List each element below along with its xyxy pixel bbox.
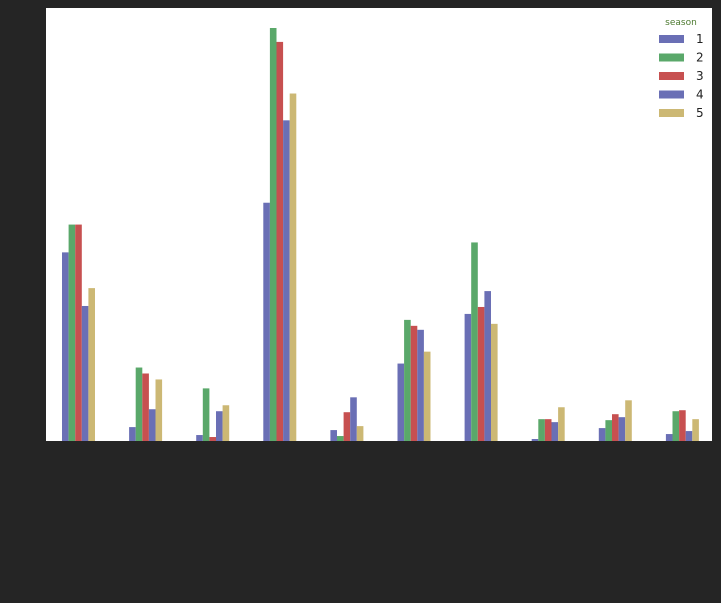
bar-season-4-group-3 <box>216 411 223 441</box>
bar-season-2-group-10 <box>672 411 680 441</box>
legend-swatch-4 <box>659 90 684 99</box>
bar-season-3-group-3 <box>209 437 216 441</box>
bar-season-1-group-1 <box>62 252 69 441</box>
legend-label-5: 5 <box>696 106 704 120</box>
bar-season-5-group-6 <box>423 351 431 441</box>
bar-season-3-group-5 <box>343 412 351 441</box>
bar-season-2-group-1 <box>68 224 76 441</box>
bar-season-5-group-5 <box>356 426 364 441</box>
bar-season-1-group-5 <box>330 430 337 441</box>
bar-season-4-group-4 <box>283 120 290 441</box>
legend-label-3: 3 <box>696 69 704 83</box>
bar-season-2-group-3 <box>202 388 210 441</box>
bar-season-2-group-4 <box>269 28 277 441</box>
bar-season-3-group-6 <box>410 325 418 441</box>
bar-season-4-group-6 <box>417 329 424 441</box>
bar-season-4-group-10 <box>685 431 693 441</box>
legend-swatch-3 <box>659 72 684 80</box>
legend-swatch-1 <box>659 35 684 43</box>
bar-season-2-group-9 <box>605 420 612 441</box>
bar-season-3-group-2 <box>142 373 149 441</box>
bar-season-3-group-8 <box>544 419 552 441</box>
legend-label-1: 1 <box>696 32 704 46</box>
legend-label-4: 4 <box>696 88 704 102</box>
legend-swatch-2 <box>659 53 684 62</box>
bar-season-5-group-1 <box>88 288 95 441</box>
bar-season-2-group-5 <box>337 436 344 441</box>
bar-season-4-group-7 <box>484 291 491 441</box>
bar-season-3-group-7 <box>477 306 485 441</box>
bar-season-1-group-4 <box>263 202 270 441</box>
bar-season-2-group-6 <box>404 319 411 441</box>
bar-season-4-group-5 <box>350 397 357 441</box>
bar-season-5-group-3 <box>222 405 230 441</box>
bar-season-3-group-10 <box>679 410 686 441</box>
bar-season-3-group-9 <box>612 414 619 441</box>
bar-season-4-group-9 <box>618 417 626 441</box>
bar-season-4-group-1 <box>81 305 89 441</box>
bar-season-5-group-10 <box>692 419 699 441</box>
bar-season-5-group-4 <box>289 93 297 442</box>
plot-area <box>46 8 712 441</box>
bar-season-3-group-4 <box>276 41 284 442</box>
bar-season-1-group-8 <box>531 439 539 441</box>
legend-title: season <box>665 18 697 28</box>
bar-season-5-group-2 <box>155 379 163 441</box>
legend-label-2: 2 <box>696 51 704 65</box>
bar-season-1-group-6 <box>397 363 405 441</box>
bar-season-2-group-8 <box>538 419 545 441</box>
bar-season-1-group-2 <box>129 427 136 441</box>
legend: season 1 2 3 4 5 <box>659 18 704 120</box>
bar-season-2-group-7 <box>471 242 478 441</box>
bar-season-4-group-2 <box>148 409 156 441</box>
bar-season-3-group-1 <box>75 224 82 441</box>
bars-layer <box>62 28 699 442</box>
bar-season-4-group-8 <box>551 422 559 441</box>
bar-season-5-group-7 <box>491 323 498 441</box>
bar-season-1-group-3 <box>196 435 203 441</box>
bar-season-5-group-8 <box>558 407 565 441</box>
bar-season-2-group-2 <box>135 367 143 441</box>
bar-season-1-group-7 <box>464 313 472 441</box>
legend-swatch-5 <box>659 109 684 117</box>
bar-season-1-group-10 <box>665 434 673 441</box>
bar-season-1-group-9 <box>598 428 606 441</box>
bar-season-5-group-9 <box>625 400 632 441</box>
